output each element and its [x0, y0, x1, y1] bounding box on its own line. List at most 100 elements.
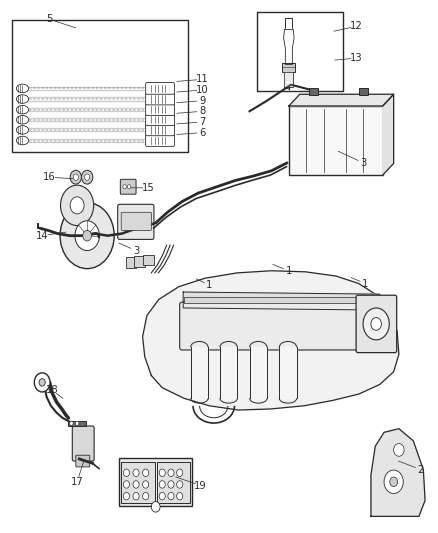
Circle shape	[83, 230, 92, 241]
Text: 1: 1	[362, 279, 368, 288]
Circle shape	[159, 481, 165, 488]
Polygon shape	[220, 348, 237, 398]
Bar	[12, 20, 188, 152]
Bar	[286, 18, 292, 29]
Circle shape	[159, 492, 165, 500]
Text: 19: 19	[194, 481, 207, 490]
Circle shape	[168, 481, 174, 488]
Circle shape	[73, 174, 78, 180]
Circle shape	[39, 378, 45, 386]
Text: 15: 15	[142, 183, 155, 193]
Bar	[258, 12, 343, 91]
Bar	[285, 72, 293, 87]
FancyBboxPatch shape	[356, 295, 397, 353]
Text: 5: 5	[46, 14, 53, 25]
Ellipse shape	[16, 116, 28, 124]
Text: 3: 3	[133, 246, 139, 255]
Polygon shape	[284, 29, 294, 64]
Circle shape	[177, 492, 183, 500]
Ellipse shape	[16, 95, 28, 103]
Polygon shape	[289, 94, 394, 106]
Circle shape	[60, 203, 114, 269]
Circle shape	[363, 308, 389, 340]
Text: 1: 1	[286, 266, 292, 276]
Polygon shape	[191, 348, 208, 398]
Circle shape	[75, 421, 79, 425]
Circle shape	[394, 443, 404, 456]
Circle shape	[127, 184, 131, 189]
Bar	[134, 256, 145, 266]
Text: 8: 8	[199, 106, 205, 116]
Circle shape	[384, 470, 403, 494]
FancyBboxPatch shape	[76, 455, 90, 467]
Circle shape	[168, 469, 174, 477]
Circle shape	[70, 197, 84, 214]
FancyBboxPatch shape	[180, 302, 372, 350]
Text: 11: 11	[196, 75, 209, 84]
FancyBboxPatch shape	[146, 93, 174, 105]
Text: 12: 12	[350, 21, 363, 31]
Circle shape	[151, 502, 160, 512]
Text: 6: 6	[199, 127, 205, 138]
Ellipse shape	[16, 84, 28, 93]
Circle shape	[177, 481, 183, 488]
Circle shape	[133, 469, 139, 477]
Polygon shape	[143, 271, 399, 410]
Circle shape	[143, 492, 149, 500]
Circle shape	[143, 481, 149, 488]
Circle shape	[81, 170, 93, 184]
Circle shape	[123, 184, 127, 189]
Text: 9: 9	[199, 95, 205, 106]
FancyBboxPatch shape	[118, 204, 154, 239]
Circle shape	[34, 373, 50, 392]
Bar	[126, 257, 136, 268]
Circle shape	[70, 170, 81, 184]
Text: 18: 18	[46, 385, 59, 395]
Bar	[283, 63, 295, 72]
FancyBboxPatch shape	[146, 83, 174, 94]
Text: 14: 14	[36, 231, 49, 241]
Ellipse shape	[16, 106, 28, 114]
Circle shape	[177, 469, 183, 477]
Bar	[157, 462, 190, 503]
FancyBboxPatch shape	[121, 212, 151, 230]
Text: 10: 10	[196, 85, 209, 95]
FancyBboxPatch shape	[72, 426, 94, 461]
Circle shape	[133, 492, 139, 500]
Text: 2: 2	[417, 465, 424, 474]
Ellipse shape	[16, 136, 28, 145]
Circle shape	[60, 185, 94, 225]
Bar	[289, 106, 383, 175]
Text: 7: 7	[199, 117, 205, 127]
Bar	[119, 458, 192, 506]
Bar	[359, 88, 368, 95]
Bar	[68, 421, 86, 426]
Polygon shape	[250, 348, 267, 398]
Circle shape	[371, 318, 381, 330]
FancyBboxPatch shape	[146, 104, 174, 116]
FancyBboxPatch shape	[120, 179, 136, 194]
Circle shape	[159, 469, 165, 477]
Polygon shape	[279, 348, 297, 398]
Polygon shape	[183, 292, 380, 310]
Bar	[143, 255, 153, 265]
Circle shape	[124, 469, 130, 477]
Text: 3: 3	[360, 158, 366, 168]
Circle shape	[124, 481, 130, 488]
Text: 1: 1	[206, 280, 212, 290]
Polygon shape	[371, 429, 425, 516]
Circle shape	[390, 477, 398, 487]
FancyBboxPatch shape	[146, 135, 174, 147]
Circle shape	[143, 469, 149, 477]
Bar	[121, 462, 155, 503]
FancyBboxPatch shape	[146, 124, 174, 136]
Polygon shape	[383, 94, 394, 175]
Circle shape	[70, 421, 73, 425]
Circle shape	[75, 221, 99, 251]
Circle shape	[124, 492, 130, 500]
Text: 16: 16	[43, 172, 56, 182]
Ellipse shape	[16, 126, 28, 134]
FancyBboxPatch shape	[146, 114, 174, 126]
Text: 17: 17	[71, 477, 84, 487]
Bar	[308, 88, 318, 95]
